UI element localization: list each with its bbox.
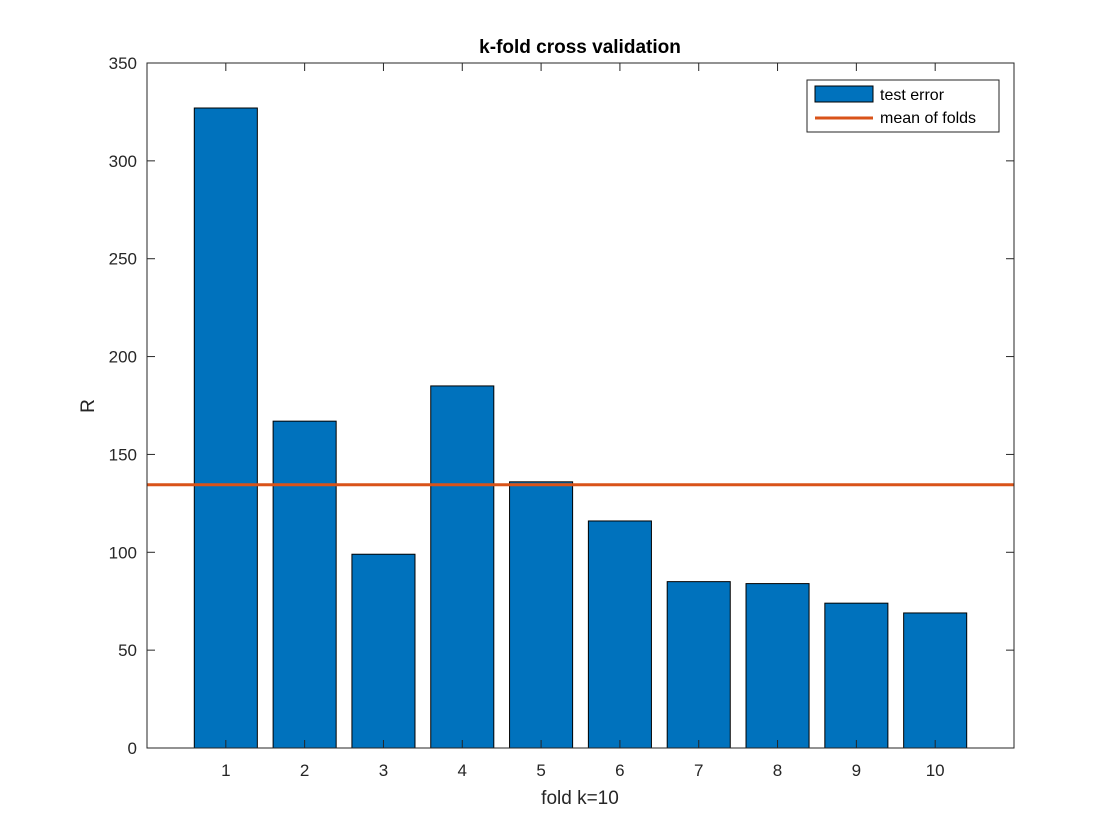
axes-frame xyxy=(146,62,1015,749)
bar-fold-5 xyxy=(509,481,574,749)
y-tick-label-100: 100 xyxy=(109,543,137,562)
x-tick-label-7: 7 xyxy=(694,761,703,780)
x-tick-label-10: 10 xyxy=(926,761,945,780)
y-tick-label-50: 50 xyxy=(118,641,137,660)
bar-fold-9 xyxy=(824,602,889,749)
x-tick-label-6: 6 xyxy=(615,761,624,780)
y-axis-title: R xyxy=(78,399,99,413)
x-tick-label-3: 3 xyxy=(379,761,388,780)
x-axis: 1 2 3 4 5 6 7 8 9 10 xyxy=(221,63,945,780)
bar-series xyxy=(193,107,968,749)
bar-fold-7 xyxy=(666,581,731,749)
bar-fold-3 xyxy=(351,553,416,749)
y-tick-label-350: 350 xyxy=(109,54,137,73)
y-tick-label-0: 0 xyxy=(128,739,137,758)
y-tick-label-200: 200 xyxy=(109,348,137,367)
bar-fold-1 xyxy=(193,107,258,749)
bar-fold-6 xyxy=(587,520,652,749)
y-tick-label-150: 150 xyxy=(109,445,137,464)
legend-label-test-error: test error xyxy=(880,87,945,104)
y-tick-label-300: 300 xyxy=(109,152,137,171)
y-tick-label-250: 250 xyxy=(109,250,137,269)
x-tick-label-5: 5 xyxy=(536,761,545,780)
x-tick-label-4: 4 xyxy=(458,761,467,780)
chart-title: k-fold cross validation xyxy=(479,37,681,58)
legend-swatch-test-error xyxy=(814,85,874,103)
bar-fold-10 xyxy=(903,612,968,749)
bar-fold-2 xyxy=(272,420,337,749)
legend-label-mean-of-folds: mean of folds xyxy=(880,110,976,127)
x-axis-title: fold k=10 xyxy=(541,788,619,809)
legend: test error mean of folds xyxy=(806,79,1000,133)
x-tick-label-9: 9 xyxy=(852,761,861,780)
x-tick-label-8: 8 xyxy=(773,761,782,780)
bar-fold-4 xyxy=(430,385,495,749)
x-tick-label-1: 1 xyxy=(221,761,230,780)
x-tick-label-2: 2 xyxy=(300,761,309,780)
bar-fold-8 xyxy=(745,583,810,749)
y-axis: 0 50 100 150 200 250 300 350 xyxy=(109,54,1014,758)
axes-box xyxy=(146,62,1015,749)
